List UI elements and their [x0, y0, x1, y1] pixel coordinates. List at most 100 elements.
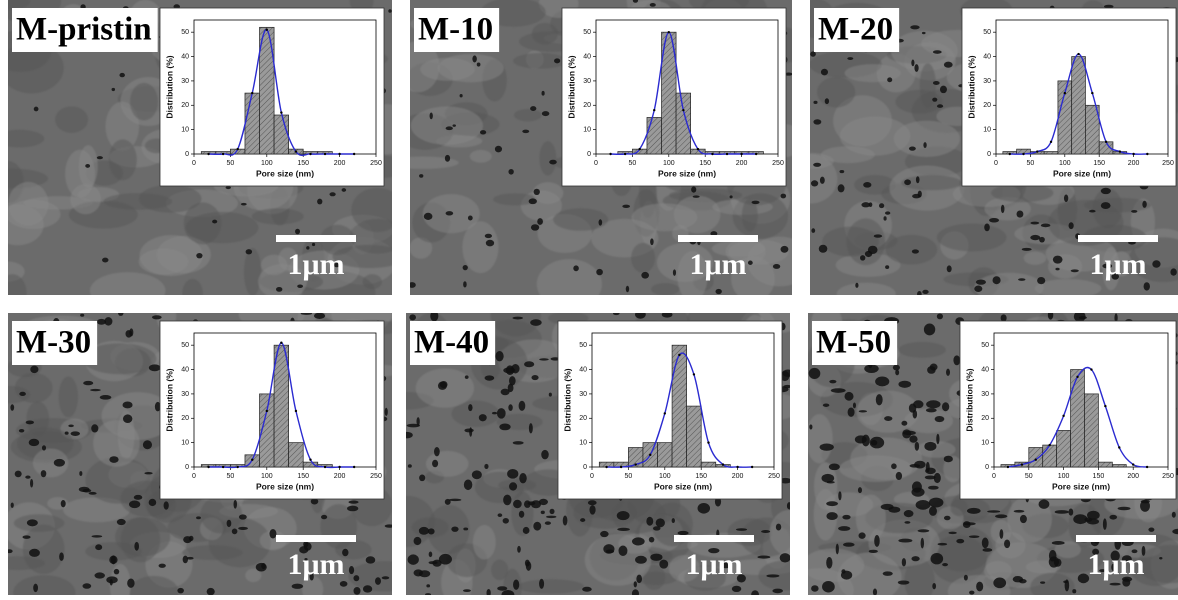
- fit-point: [605, 466, 607, 468]
- y-tick-label: 30: [579, 391, 587, 398]
- x-tick-label: 200: [1127, 473, 1139, 480]
- y-axis-label: Distribution (%): [966, 55, 976, 118]
- fit-point: [1062, 415, 1064, 417]
- bar: [260, 27, 275, 154]
- panel: M-101μm05010015020025001020304050Pore si…: [387, 0, 812, 309]
- fit-point: [751, 466, 753, 468]
- x-tick-label: 150: [297, 160, 309, 167]
- fit-point: [1021, 463, 1023, 465]
- y-tick-label: 40: [983, 53, 991, 60]
- fit-point: [1036, 150, 1038, 152]
- y-tick-label: 50: [181, 342, 189, 349]
- y-axis-label: Distribution (%): [164, 55, 174, 118]
- fit-point: [638, 148, 640, 150]
- y-tick-label: 10: [579, 439, 587, 446]
- fit-point: [207, 153, 209, 155]
- y-axis-label: Distribution (%): [562, 368, 572, 431]
- fit-point: [678, 354, 680, 356]
- fit-point: [1132, 463, 1134, 465]
- scale-bar-label: 1μm: [288, 248, 345, 281]
- bar: [658, 443, 673, 467]
- bar: [1112, 465, 1126, 467]
- fit-point: [668, 31, 670, 33]
- scale-bar: [276, 235, 356, 242]
- fit-point: [353, 153, 355, 155]
- fit-point: [207, 466, 209, 468]
- x-tick-label: 150: [1093, 473, 1105, 480]
- y-tick-label: 30: [583, 78, 591, 85]
- fit-point: [1064, 92, 1066, 94]
- x-tick-label: 50: [227, 160, 235, 167]
- y-tick-label: 10: [981, 439, 989, 446]
- panel: M-301μm05010015020025001020304050Pore si…: [0, 291, 422, 595]
- x-tick-label: 200: [334, 473, 346, 480]
- x-tick-label: 0: [994, 160, 998, 167]
- bar: [274, 345, 289, 467]
- fit-point: [236, 466, 238, 468]
- fit-point: [697, 148, 699, 150]
- fit-point: [295, 410, 297, 412]
- bar: [1072, 57, 1086, 154]
- bar: [1098, 462, 1112, 467]
- y-tick-label: 50: [181, 29, 189, 36]
- fit-point: [755, 153, 757, 155]
- fit-point: [736, 466, 738, 468]
- y-axis-label: Distribution (%): [964, 368, 974, 431]
- x-tick-label: 150: [695, 473, 707, 480]
- x-tick-label: 100: [663, 160, 675, 167]
- fit-point: [280, 111, 282, 113]
- fit-point: [1118, 446, 1120, 448]
- y-tick-label: 0: [185, 464, 189, 471]
- fit-point: [1048, 444, 1050, 446]
- fit-point: [624, 153, 626, 155]
- y-tick-label: 40: [181, 53, 189, 60]
- x-tick-label: 150: [699, 160, 711, 167]
- fit-point: [222, 466, 224, 468]
- panel-label: M-20: [818, 12, 893, 48]
- y-tick-label: 10: [181, 439, 189, 446]
- y-tick-label: 40: [181, 366, 189, 373]
- fit-point: [1007, 466, 1009, 468]
- y-tick-label: 30: [181, 391, 189, 398]
- y-tick-label: 40: [579, 366, 587, 373]
- panel-label: M-50: [816, 325, 891, 361]
- x-axis-label: Pore size (nm): [256, 481, 314, 491]
- y-tick-label: 0: [987, 151, 991, 158]
- fit-point: [1105, 141, 1107, 143]
- fit-point: [324, 466, 326, 468]
- fit-point: [324, 153, 326, 155]
- y-tick-label: 30: [981, 391, 989, 398]
- bar: [676, 93, 691, 154]
- fit-point: [649, 454, 651, 456]
- scale-bar-label: 1μm: [1088, 548, 1145, 581]
- fit-point: [664, 412, 666, 414]
- y-tick-label: 40: [981, 366, 989, 373]
- x-tick-label: 200: [732, 473, 744, 480]
- fit-point: [1119, 150, 1121, 152]
- x-tick-label: 0: [192, 160, 196, 167]
- fit-point: [338, 153, 340, 155]
- y-tick-label: 10: [983, 126, 991, 133]
- y-tick-label: 20: [579, 415, 587, 422]
- figure: M-pristin1μm05010015020025001020304050Po…: [0, 0, 1178, 595]
- x-axis-label: Pore size (nm): [1052, 481, 1110, 491]
- fit-point: [1035, 458, 1037, 460]
- y-tick-label: 0: [985, 464, 989, 471]
- x-tick-label: 0: [992, 473, 996, 480]
- y-tick-label: 40: [583, 53, 591, 60]
- x-tick-label: 250: [370, 160, 382, 167]
- fit-point: [309, 153, 311, 155]
- scale-bar: [674, 535, 754, 542]
- scale-bar-label: 1μm: [1090, 248, 1147, 281]
- y-tick-label: 0: [587, 151, 591, 158]
- scale-bar-label: 1μm: [686, 548, 743, 581]
- fit-point: [338, 466, 340, 468]
- bar: [245, 93, 260, 154]
- fit-point: [1076, 376, 1078, 378]
- x-tick-label: 250: [1162, 160, 1174, 167]
- x-axis-label: Pore size (nm): [654, 481, 712, 491]
- y-tick-label: 20: [983, 102, 991, 109]
